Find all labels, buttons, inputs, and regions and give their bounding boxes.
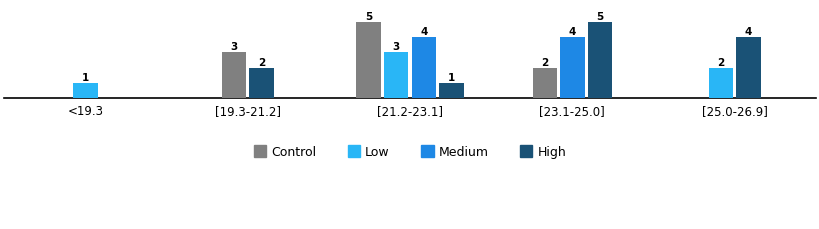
Bar bbox=[356, 22, 380, 99]
Text: 4: 4 bbox=[744, 27, 751, 37]
Bar bbox=[708, 68, 732, 99]
Legend: Control, Low, Medium, High: Control, Low, Medium, High bbox=[249, 141, 570, 164]
Text: 2: 2 bbox=[541, 57, 548, 68]
Bar bbox=[735, 38, 760, 99]
Text: 4: 4 bbox=[419, 27, 427, 37]
Bar bbox=[249, 68, 274, 99]
Bar bbox=[221, 53, 246, 99]
Text: 3: 3 bbox=[392, 42, 400, 52]
Text: 1: 1 bbox=[82, 73, 88, 83]
Bar bbox=[73, 84, 97, 99]
Bar bbox=[439, 84, 463, 99]
Text: 2: 2 bbox=[257, 57, 265, 68]
Bar bbox=[411, 38, 436, 99]
Text: 3: 3 bbox=[230, 42, 238, 52]
Text: 5: 5 bbox=[595, 12, 603, 22]
Text: 5: 5 bbox=[364, 12, 372, 22]
Text: 1: 1 bbox=[447, 73, 455, 83]
Text: 2: 2 bbox=[717, 57, 724, 68]
Bar bbox=[587, 22, 611, 99]
Text: 4: 4 bbox=[568, 27, 575, 37]
Bar bbox=[559, 38, 584, 99]
Bar bbox=[383, 53, 408, 99]
Bar bbox=[532, 68, 556, 99]
